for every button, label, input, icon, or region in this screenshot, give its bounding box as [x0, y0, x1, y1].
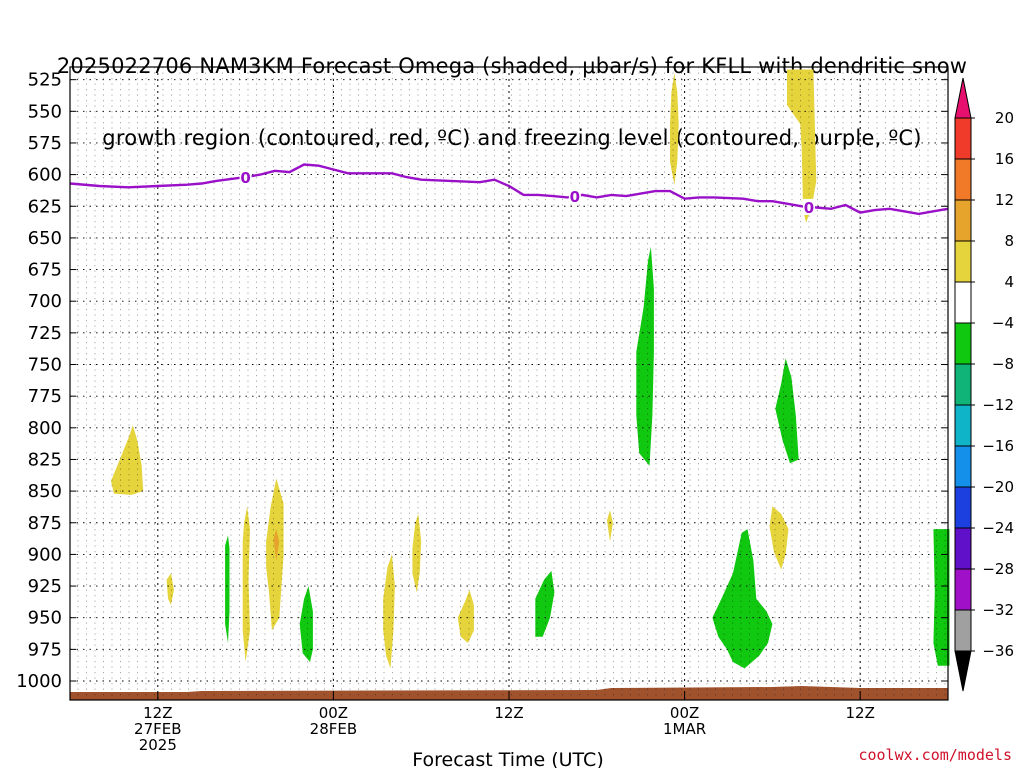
colorbar-box [954, 609, 972, 652]
omega-region-down-18 [933, 529, 950, 666]
colorbar-label: −12 [982, 396, 1014, 414]
y-tick-label: 550 [28, 101, 62, 122]
colorbar-box [954, 404, 972, 447]
x-tick-label: 1MAR [663, 720, 706, 738]
omega-region-down-12 [636, 246, 654, 466]
y-axis: 525 550 575 600 625 650 675 700 725 750 775 800 825 8… [16, 70, 948, 692]
omega-region-down-2 [225, 535, 230, 643]
omega-shading-layer [111, 69, 950, 669]
colorbar-box [954, 199, 972, 242]
colorbar-label: 4 [1004, 273, 1014, 291]
freezing-level-label: 0 [240, 169, 250, 187]
omega-region-up-13 [670, 73, 679, 185]
y-tick-label: 675 [28, 260, 62, 281]
colorbar-box [954, 445, 972, 488]
y-tick-label: 725 [28, 323, 62, 344]
colorbar-box [954, 363, 972, 406]
omega-region-up-8 [412, 513, 422, 593]
y-tick-label: 800 [28, 418, 62, 439]
colorbar-box [954, 486, 972, 529]
colorbar-box [954, 281, 972, 324]
y-tick-label: 950 [28, 608, 62, 629]
freezing-level-layer: 0 0 0 [69, 163, 949, 217]
chart-title-line-2: growth region (contoured, red, ºC) and f… [102, 126, 922, 150]
freezing-label-bg [239, 169, 252, 186]
y-tick-label: 825 [28, 449, 62, 470]
x-tick-label: 00Z [319, 704, 348, 722]
grid-layer [70, 67, 948, 700]
colorbar-label: −36 [982, 642, 1014, 660]
freezing-label-bg [802, 198, 815, 215]
colorbar-box [954, 527, 972, 570]
plot-frame [69, 66, 949, 701]
x-axis-title: Forecast Time (UTC) [412, 749, 603, 768]
freezing-level-line [69, 163, 949, 216]
colorbar-box [954, 568, 972, 611]
x-tick-label: 2025 [139, 736, 177, 754]
colorbar-label: −28 [982, 560, 1014, 578]
omega-region-up-15 [769, 506, 789, 570]
omega-region-up-7 [383, 554, 395, 669]
y-tick-label: 900 [28, 544, 62, 565]
y-tick-label: 525 [28, 70, 62, 91]
omega-region-up-17 [787, 69, 817, 223]
colorbar-label: −24 [982, 519, 1014, 537]
omega-region-down-16 [775, 358, 799, 464]
colorbar-label: −8 [992, 355, 1014, 373]
y-tick-label: 600 [28, 165, 62, 186]
omega-region-up-5 [273, 529, 280, 561]
y-tick-label: 850 [28, 481, 62, 502]
omega-region-up-0 [111, 425, 144, 495]
y-tick-label: 625 [28, 196, 62, 217]
colorbar-label: −4 [992, 314, 1014, 332]
y-tick-label: 775 [28, 386, 62, 407]
omega-region-up-4 [266, 478, 284, 631]
colorbar-label: −32 [982, 601, 1014, 619]
colorbar-label: −16 [982, 437, 1014, 455]
omega-region-up-3 [242, 506, 250, 662]
omega-region-down-10 [535, 570, 555, 637]
x-tick-label: 27FEB [134, 720, 181, 738]
omega-region-up-9 [457, 589, 474, 643]
colorbar-box [954, 117, 972, 160]
y-tick-label: 700 [28, 291, 62, 312]
colorbar-label: 20 [995, 109, 1014, 127]
colorbar-label: −20 [982, 478, 1014, 496]
y-tick-label: 925 [28, 576, 62, 597]
colorbar-cap-top [954, 77, 972, 119]
freezing-level-label: 0 [804, 199, 814, 217]
y-tick-label: 750 [28, 355, 62, 376]
freezing-level-label: 0 [570, 188, 580, 206]
x-tick-label: 28FEB [310, 720, 357, 738]
colorbar-label: 12 [995, 191, 1014, 209]
y-tick-label: 575 [28, 133, 62, 154]
freezing-label-bg [568, 188, 581, 205]
chart-title: 2025022706 NAM3KM Forecast Omega (shaded… [0, 6, 1024, 174]
y-tick-label: 875 [28, 513, 62, 534]
colorbar: 20 16 12 8 4 −4 −8 −12 −16 −20 −24 −28 −32 −36 [954, 77, 1014, 692]
omega-region-down-14 [712, 529, 773, 669]
y-tick-label: 975 [28, 639, 62, 660]
colorbar-cap-bottom [954, 650, 972, 692]
colorbar-box [954, 322, 972, 365]
omega-region-down-6 [299, 586, 313, 662]
colorbar-box [954, 158, 972, 201]
x-tick-label: 12Z [846, 704, 875, 722]
x-tick-label: 12Z [494, 704, 523, 722]
colorbar-label: 16 [995, 150, 1014, 168]
x-tick-label: 00Z [670, 704, 699, 722]
colorbar-label: 8 [1004, 232, 1014, 250]
x-tick-label: 12Z [143, 704, 172, 722]
y-tick-label: 650 [28, 228, 62, 249]
credit-text: coolwx.com/models [858, 746, 1012, 764]
omega-region-up-11 [607, 510, 613, 542]
colorbar-box [954, 240, 972, 283]
y-tick-label: 1000 [16, 671, 62, 692]
chart-title-line-1: 2025022706 NAM3KM Forecast Omega (shaded… [56, 54, 968, 78]
omega-region-up-1 [166, 573, 174, 605]
